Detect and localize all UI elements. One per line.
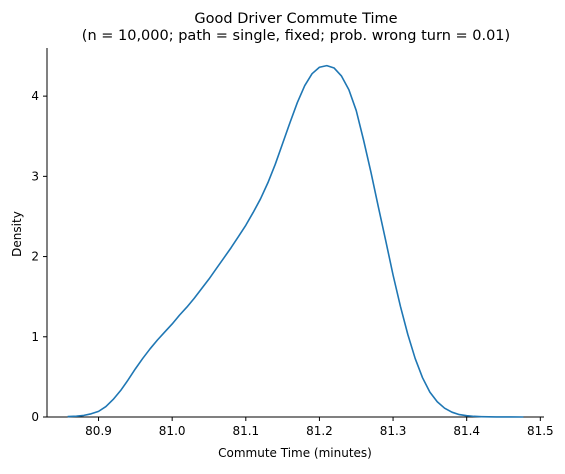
y-tick-label: 2 [31,250,39,264]
x-tick-label: 81.1 [232,424,259,438]
x-tick-label: 80.9 [85,424,112,438]
series-layer [68,66,524,417]
y-axis-label: Density [10,211,24,257]
axes: 80.9 81.0 81.1 81.2 81.3 81.4 81.5 0 1 2 3 4 [31,48,553,438]
chart-subtitle: (n = 10,000; path = single, fixed; prob.… [82,28,510,44]
x-tick-label: 81.2 [306,424,333,438]
x-tick-label: 81.4 [453,424,480,438]
chart-title: Good Driver Commute Time [194,11,397,27]
y-tick-label: 3 [31,169,39,183]
density-curve [68,66,524,417]
x-axis-label: Commute Time (minutes) [218,446,372,460]
y-tick-label: 1 [31,330,39,344]
x-tick-label: 81.0 [159,424,186,438]
x-tick-label: 81.5 [527,424,554,438]
y-tick-label: 0 [31,410,39,424]
x-tick-label: 81.3 [380,424,407,438]
y-tick-label: 4 [31,89,39,103]
